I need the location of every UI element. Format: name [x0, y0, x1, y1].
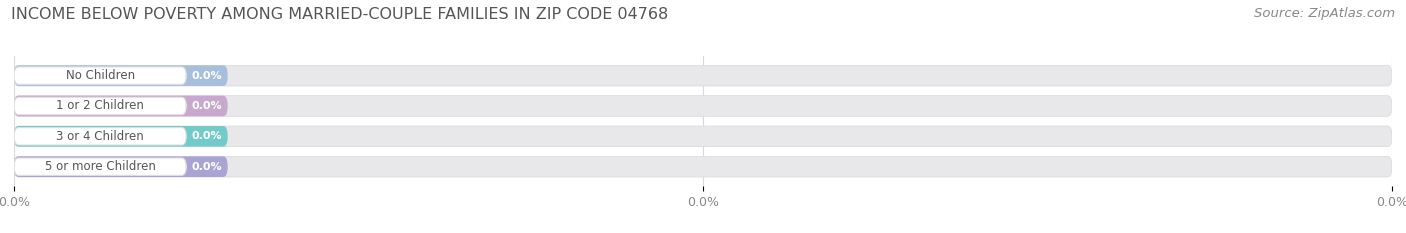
FancyBboxPatch shape [14, 156, 228, 177]
Text: 5 or more Children: 5 or more Children [45, 160, 156, 173]
Text: No Children: No Children [66, 69, 135, 82]
FancyBboxPatch shape [14, 97, 186, 115]
FancyBboxPatch shape [14, 96, 228, 116]
Text: 0.0%: 0.0% [191, 131, 222, 141]
FancyBboxPatch shape [14, 65, 228, 86]
Text: 3 or 4 Children: 3 or 4 Children [56, 130, 143, 143]
FancyBboxPatch shape [14, 67, 186, 84]
Text: 0.0%: 0.0% [191, 101, 222, 111]
Text: Source: ZipAtlas.com: Source: ZipAtlas.com [1254, 7, 1395, 20]
Text: 1 or 2 Children: 1 or 2 Children [56, 99, 145, 113]
FancyBboxPatch shape [14, 126, 1392, 147]
Text: INCOME BELOW POVERTY AMONG MARRIED-COUPLE FAMILIES IN ZIP CODE 04768: INCOME BELOW POVERTY AMONG MARRIED-COUPL… [11, 7, 668, 22]
Text: 0.0%: 0.0% [191, 71, 222, 81]
Text: 0.0%: 0.0% [191, 162, 222, 172]
FancyBboxPatch shape [14, 96, 1392, 116]
FancyBboxPatch shape [14, 126, 228, 147]
FancyBboxPatch shape [14, 128, 186, 145]
FancyBboxPatch shape [14, 156, 1392, 177]
FancyBboxPatch shape [14, 65, 1392, 86]
FancyBboxPatch shape [14, 158, 186, 175]
